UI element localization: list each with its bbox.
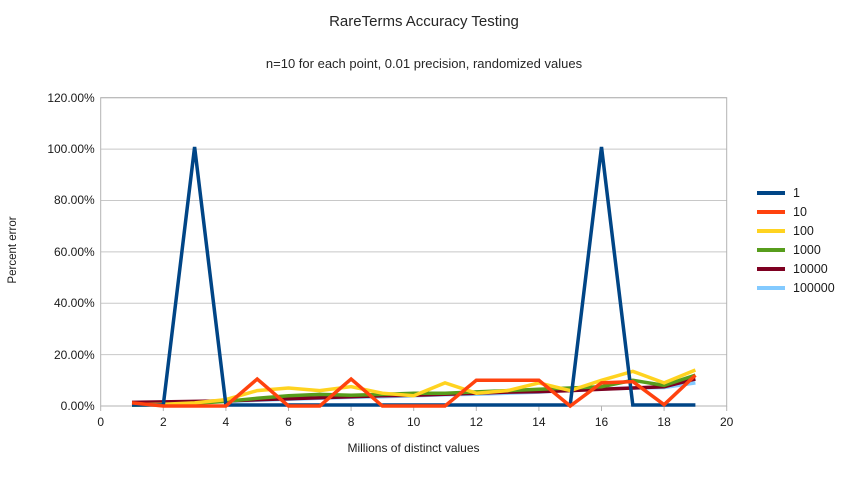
legend-color-line-icon [757, 285, 785, 290]
y-tick-label-120: 120.00% [47, 90, 95, 105]
y-tick-label-100: 100.00% [47, 142, 95, 157]
legend-label: 10000 [793, 261, 828, 276]
legend-color-line-icon [757, 247, 785, 252]
x-tick-label-4: 4 [222, 415, 230, 429]
legend-color-line-icon [757, 190, 785, 195]
legend-item-1000: 1000 [757, 240, 835, 259]
x-tick-label-20: 20 [720, 415, 734, 429]
series-line-10 [131, 373, 697, 409]
legend-item-100: 100 [757, 221, 835, 240]
x-tick-label-10: 10 [407, 415, 421, 429]
chart-title: RareTerms Accuracy Testing [329, 13, 519, 30]
x-tick-label-16: 16 [594, 415, 609, 429]
legend-color-line-icon [757, 266, 785, 271]
legend-item-1: 1 [757, 183, 835, 202]
x-tick-label-0: 0 [97, 415, 105, 429]
legend-color-line-icon [757, 228, 785, 233]
legend: 1 10 100 1000 10000 100000 [757, 183, 835, 297]
y-tick-label-60: 60.00% [53, 244, 95, 259]
legend-item-100000: 100000 [757, 278, 835, 297]
x-axis-title: Millions of distinct values [347, 441, 480, 455]
x-tick-label-18: 18 [657, 415, 671, 429]
y-axis-title: Percent error [7, 216, 19, 284]
y-tick-label-20: 20.00% [53, 347, 95, 362]
series-line-1 [132, 146, 696, 407]
legend-item-10: 10 [757, 202, 835, 221]
legend-label: 1000 [793, 242, 821, 257]
chart-subtitle: n=10 for each point, 0.01 precision, ran… [265, 56, 583, 71]
legend-item-10000: 10000 [757, 259, 835, 278]
y-tick-label-80: 80.00% [53, 193, 95, 208]
legend-label: 100000 [793, 280, 835, 295]
x-tick-label-14: 14 [532, 415, 546, 429]
legend-label: 1 [793, 185, 800, 200]
y-tick-label-0: 0.00% [60, 399, 95, 413]
y-tick-label-40: 40.00% [53, 296, 95, 311]
legend-label: 10 [793, 204, 807, 219]
legend-color-line-icon [757, 209, 785, 214]
x-tick-label-2: 2 [159, 415, 167, 429]
x-tick-label-8: 8 [347, 415, 355, 429]
x-tick-label-6: 6 [285, 415, 292, 429]
x-tick-label-12: 12 [469, 415, 483, 429]
legend-label: 100 [793, 223, 814, 238]
